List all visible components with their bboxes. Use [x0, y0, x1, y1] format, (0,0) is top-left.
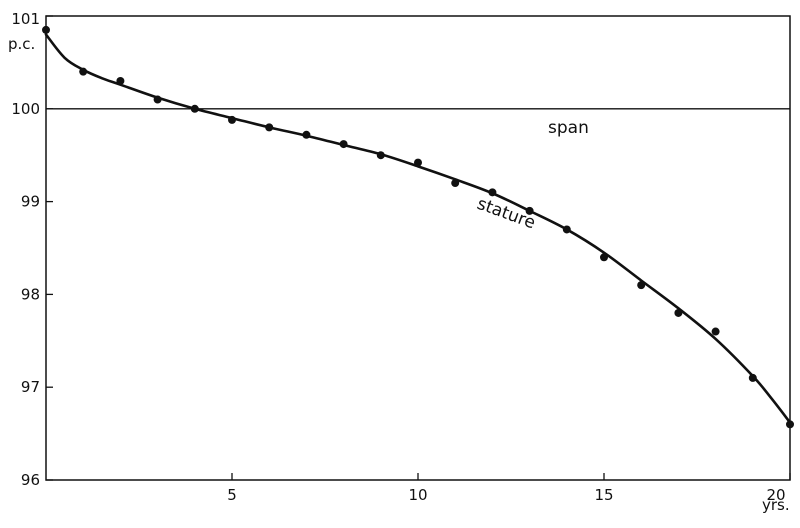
tick-labels: 5 10 15 20 96 97 98 99 100 101 — [11, 10, 785, 504]
y-tick-label: 101 — [11, 10, 40, 28]
stature-fit-curve — [44, 33, 792, 424]
x-tick-label: 5 — [227, 486, 237, 504]
span-label: span — [548, 118, 589, 138]
data-point — [414, 158, 422, 167]
y-axis-unit-label: p.c. — [8, 35, 35, 53]
data-point — [748, 373, 757, 382]
data-point — [451, 179, 460, 188]
data-points — [42, 25, 794, 429]
data-point — [265, 123, 274, 132]
plot-frame — [45, 15, 791, 481]
y-tick-label: 96 — [21, 471, 40, 489]
data-point — [600, 253, 608, 262]
data-point — [79, 67, 88, 76]
data-point — [674, 308, 683, 317]
y-tick-label: 98 — [21, 285, 40, 303]
x-tick-label: 15 — [594, 486, 613, 504]
data-point — [302, 130, 311, 139]
data-point — [711, 327, 720, 336]
data-point — [562, 225, 571, 234]
data-point — [153, 95, 162, 104]
x-tick-label: 10 — [408, 486, 427, 504]
data-point — [42, 25, 50, 34]
y-tick-label: 99 — [21, 193, 40, 211]
x-tick-label: 20 — [766, 486, 785, 504]
axis-ticks — [46, 15, 791, 481]
data-point — [786, 420, 794, 429]
data-point — [339, 140, 348, 149]
y-tick-label: 97 — [21, 378, 40, 396]
data-point — [228, 115, 236, 124]
data-point — [116, 76, 125, 85]
data-point — [376, 151, 385, 160]
x-axis-unit-label: yrs. — [762, 496, 790, 514]
data-point — [488, 188, 497, 197]
data-point — [637, 281, 646, 290]
data-point — [190, 104, 199, 113]
data-point — [525, 206, 534, 215]
y-tick-label: 100 — [11, 100, 40, 118]
